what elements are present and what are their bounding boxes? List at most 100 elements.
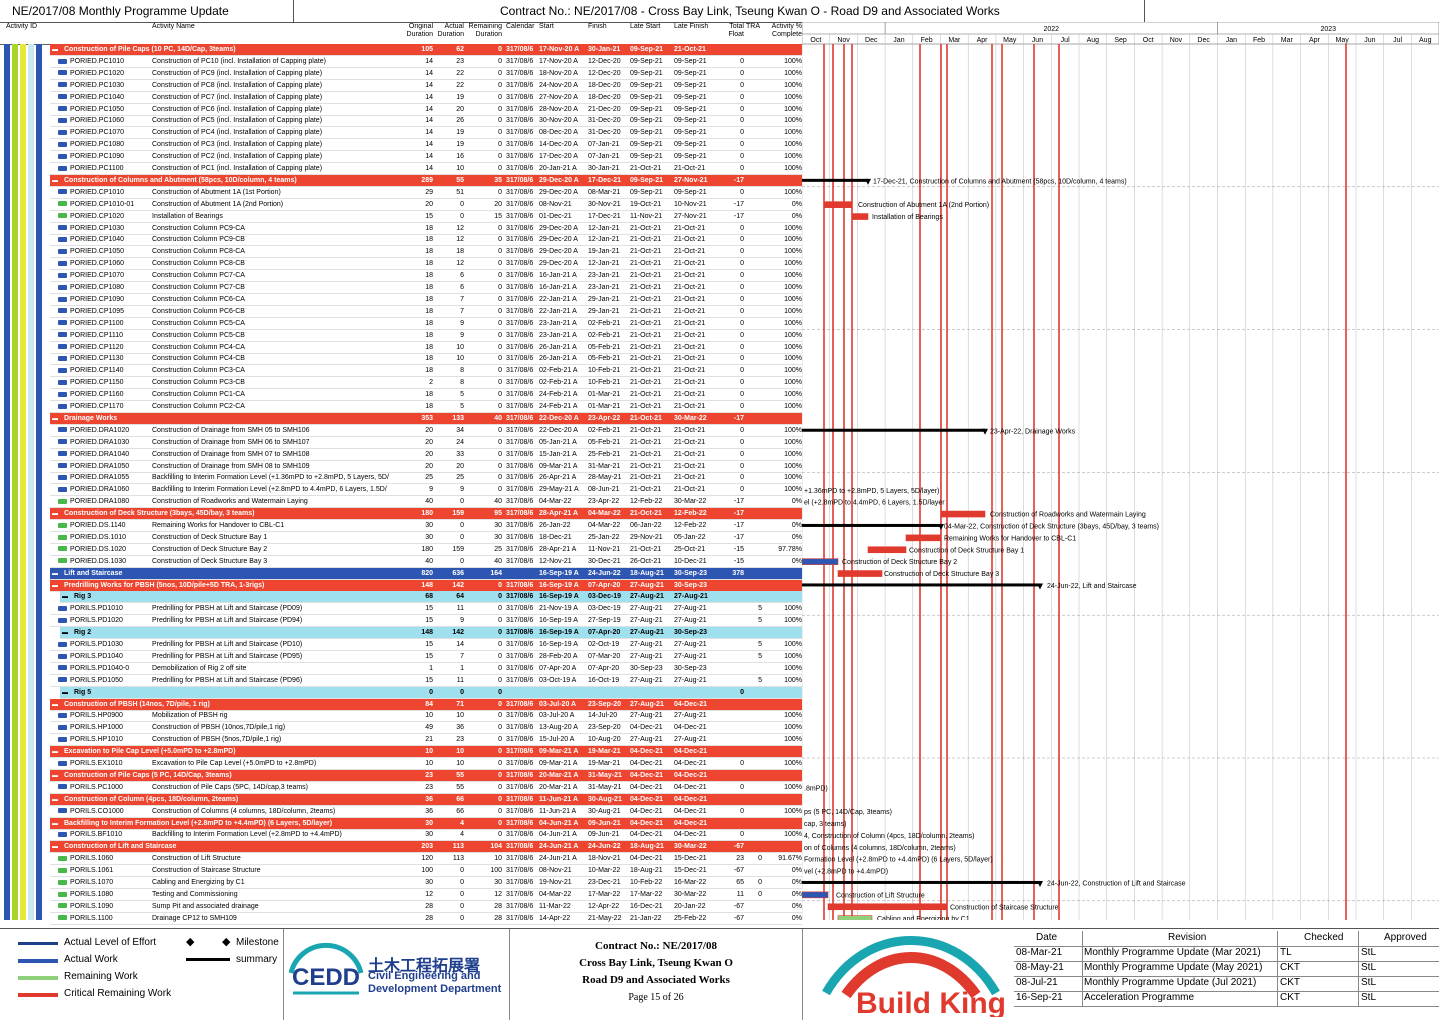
wbs-group-row[interactable]: ▬ Backfilling to Interim Formation Level … bbox=[50, 817, 802, 830]
table-row[interactable]: PORIED.CP1150 Construction Column PC3-CB 2… bbox=[50, 377, 802, 390]
table-row[interactable]: PORIED.DS.1020 Construction of Deck Struc… bbox=[50, 544, 802, 556]
table-row[interactable]: PORILS.CO1000 Construction of Columns (4 … bbox=[50, 806, 802, 818]
table-row[interactable]: PORIED.CP1120 Construction Column PC4-CA 1… bbox=[50, 342, 802, 354]
table-row[interactable]: PORIED.CP1090 Construction Column PC6-CA 1… bbox=[50, 294, 802, 306]
wbs-group-row[interactable]: ▬ Excavation to Pile Cap Level (+5.0mPD t… bbox=[50, 746, 802, 759]
table-row[interactable]: PORILS.PC1000 Construction of Pile Caps (… bbox=[50, 782, 802, 794]
table-row[interactable]: PORIED.CP1010 Construction of Abutment 1A… bbox=[50, 187, 802, 199]
table-row[interactable]: PORIED.CP1140 Construction Column PC3-CA 1… bbox=[50, 365, 802, 378]
table-row[interactable]: PORIED.PC1070 Construction of PC4 (incl. … bbox=[50, 127, 802, 140]
table-row[interactable]: PORILS.1060 Construction of Lift Structur… bbox=[50, 853, 802, 866]
col-original-duration[interactable]: Original Duration bbox=[406, 23, 433, 38]
table-row[interactable]: PORIED.PC1040 Construction of PC7 (incl. … bbox=[50, 92, 802, 104]
table-row[interactable]: PORIED.CP1160 Construction Column PC1-CA 1… bbox=[50, 389, 802, 402]
col-late-finish[interactable]: Late Finish bbox=[674, 23, 709, 30]
col-calendar[interactable]: Calendar bbox=[506, 23, 535, 30]
wbs-group-row[interactable]: ▬ Construction of Pile Caps (5 PC, 14D/Ca… bbox=[50, 769, 802, 782]
table-row[interactable]: PORIED.DRA1020 Construction of Drainage f… bbox=[50, 425, 802, 437]
wbs-collapse-icon[interactable]: ▬ bbox=[52, 47, 58, 53]
table-row[interactable]: PORILS.PD1020 Predrilling for PBSH at Lif… bbox=[50, 615, 802, 628]
table-row[interactable]: PORIED.PC1080 Construction of PC3 (incl. … bbox=[50, 139, 802, 152]
table-row[interactable]: PORILS.1061 Construction of Staircase Str… bbox=[50, 865, 802, 878]
table-row[interactable]: PORIED.CP1080 Construction Column PC7-CB 1… bbox=[50, 282, 802, 294]
table-row[interactable]: PORIED.DRA1055 Backfilling to Interim For… bbox=[50, 472, 802, 485]
table-row[interactable]: PORIED.DRA1080 Construction of Roadworks … bbox=[50, 496, 802, 509]
table-row[interactable]: PORILS.PD1040 Predrilling for PBSH at Lif… bbox=[50, 651, 802, 663]
table-row[interactable]: PORIED.CP1030 Construction Column PC9-CA 1… bbox=[50, 223, 802, 235]
wbs-collapse-icon[interactable]: ▬ bbox=[52, 844, 58, 851]
wbs-collapse-icon[interactable]: ▬ bbox=[52, 511, 58, 518]
col-remaining-duration[interactable]: Remaining Duration bbox=[468, 23, 502, 38]
table-row[interactable]: PORIED.DS.1010 Construction of Deck Struc… bbox=[50, 532, 802, 544]
wbs-collapse-icon[interactable]: ▬ bbox=[52, 177, 58, 184]
wbs-group-row[interactable]: ▬ Lift and Staircase 820 636 164 16-Sep-19 A 2… bbox=[50, 567, 802, 580]
wbs-group-row[interactable]: ▬ Construction of PBSH (14nos, 7D/pile, 1… bbox=[50, 698, 802, 711]
table-row[interactable]: PORILS.PD1010 Predrilling for PBSH at Lif… bbox=[50, 603, 802, 616]
wbs-collapse-icon[interactable]: ▬ bbox=[52, 582, 58, 589]
wbs-group-row[interactable]: ▬ Construction of Deck Structure (3bays, … bbox=[50, 508, 802, 521]
wbs-collapse-icon[interactable]: ▬ bbox=[62, 630, 68, 637]
table-row[interactable]: PORIED.DRA1060 Backfilling to Interim For… bbox=[50, 484, 802, 497]
wbs-collapse-icon[interactable]: ▬ bbox=[62, 689, 68, 696]
wbs-collapse-icon[interactable]: ▬ bbox=[52, 570, 58, 577]
table-row[interactable]: PORIED.PC1010 Construction of PC10 (incl.… bbox=[50, 56, 802, 68]
table-row[interactable]: PORIED.CP1060 Construction Column PC8-CB 1… bbox=[50, 258, 802, 271]
wbs-collapse-icon[interactable]: ▬ bbox=[52, 796, 58, 803]
table-row[interactable]: PORIED.CP1020 Installation of Bearings 15 0… bbox=[50, 211, 802, 223]
table-row[interactable]: PORIED.CP1130 Construction Column PC4-CB 1… bbox=[50, 353, 802, 366]
table-row[interactable]: PORIED.PC1050 Construction of PC6 (incl. … bbox=[50, 104, 802, 116]
table-row[interactable]: PORIED.CP1170 Construction Column PC2-CA 1… bbox=[50, 401, 802, 413]
table-row[interactable]: PORIED.DRA1030 Construction of Drainage f… bbox=[50, 437, 802, 449]
table-row[interactable]: PORILS.BF1010 Backfilling to Interim Form… bbox=[50, 829, 802, 842]
table-row[interactable]: PORIED.PC1090 Construction of PC2 (incl. … bbox=[50, 151, 802, 164]
table-row[interactable]: PORILS.PD1050 Predrilling for PBSH at Lif… bbox=[50, 675, 802, 687]
wbs-collapse-icon[interactable]: ▬ bbox=[52, 749, 58, 756]
col-actual-duration[interactable]: Actual Duration bbox=[437, 23, 464, 38]
table-row[interactable]: PORILS.HP1000 Construction of PBSH (10nos… bbox=[50, 722, 802, 735]
table-row[interactable]: PORILS.1090 Sump Pit and associated drain… bbox=[50, 901, 802, 913]
wbs-group-row[interactable]: ▬ Construction of Column (4pcs, 18D/colum… bbox=[50, 793, 802, 806]
table-row[interactable]: PORIED.CP1110 Construction Column PC5-CB 1… bbox=[50, 330, 802, 342]
table-row[interactable]: PORIED.DS.1030 Construction of Deck Struc… bbox=[50, 556, 802, 568]
wbs-group-row[interactable]: ▬ Predrilling Works for PBSH (5nos, 10D/p… bbox=[50, 579, 802, 592]
table-row[interactable]: PORIED.DRA1050 Construction of Drainage f… bbox=[50, 461, 802, 473]
table-row[interactable]: PORIED.DRA1040 Construction of Drainage f… bbox=[50, 449, 802, 461]
table-row[interactable]: PORILS.1100 Drainage CP12 to SMH109 28 0 28 3… bbox=[50, 913, 802, 925]
wbs-group-row[interactable]: ▬ Rig 2 148 142 0 317/08/6 16-Sep-19 A 07-Apr-2… bbox=[60, 627, 802, 640]
table-row[interactable]: PORILS.EX1010 Excavation to Pile Cap Leve… bbox=[50, 758, 802, 770]
wbs-collapse-icon[interactable]: ▬ bbox=[52, 772, 58, 779]
table-row[interactable]: PORIED.CP1100 Construction Column PC5-CA 1… bbox=[50, 318, 802, 330]
table-row[interactable]: PORIED.PC1060 Construction of PC5 (incl. … bbox=[50, 115, 802, 128]
wbs-group-row[interactable]: ▬ Rig 3 68 64 0 317/08/6 16-Sep-19 A 03-Dec-19 2… bbox=[60, 591, 802, 604]
wbs-collapse-icon[interactable]: ▬ bbox=[62, 594, 68, 601]
col-start[interactable]: Start bbox=[539, 23, 554, 30]
wbs-group-row[interactable]: ▬ Construction of Columns and Abutment (5… bbox=[50, 174, 802, 187]
table-row[interactable]: PORILS.HP1010 Construction of PBSH (5nos,… bbox=[50, 734, 802, 747]
wbs-group-row[interactable]: ▬ Drainage Works 353 133 40 317/08/6 22-Dec-20… bbox=[50, 412, 802, 425]
table-row[interactable]: PORIED.CP1070 Construction Column PC7-CA 1… bbox=[50, 270, 802, 283]
wbs-group-row[interactable]: ▬ Rig 5 0 0 0 0 bbox=[60, 686, 802, 699]
col-late-start[interactable]: Late Start bbox=[630, 23, 661, 30]
table-row[interactable]: PORILS.PD1040-0 Demobilization of Rig 2 o… bbox=[50, 663, 802, 675]
col-total-float[interactable]: Total Float bbox=[728, 23, 744, 38]
wbs-collapse-icon[interactable]: ▬ bbox=[52, 820, 58, 827]
col-activity-id[interactable]: Activity ID bbox=[6, 23, 38, 30]
col-tra[interactable]: TRA bbox=[746, 23, 760, 30]
col-finish[interactable]: Finish bbox=[588, 23, 607, 30]
table-row[interactable]: PORIED.PC1030 Construction of PC8 (incl. … bbox=[50, 80, 802, 92]
wbs-group-row[interactable]: ▬ Construction of Lift and Staircase 203 11… bbox=[50, 841, 802, 854]
table-row[interactable]: PORIED.CP1040 Construction Column PC9-CB 1… bbox=[50, 234, 802, 247]
table-row[interactable]: PORIED.PC1100 Construction of PC1 (incl. … bbox=[50, 163, 802, 175]
wbs-collapse-icon[interactable]: ▬ bbox=[52, 415, 58, 422]
wbs-group-row[interactable]: ▬ Construction of Pile Caps (10 PC, 14D/C… bbox=[50, 44, 802, 56]
table-row[interactable]: PORILS.1080 Testing and Commissioning 12 0 1… bbox=[50, 889, 802, 901]
table-row[interactable]: PORIED.CP1050 Construction Column PC8-CA 1… bbox=[50, 246, 802, 259]
col-activity-name[interactable]: Activity Name bbox=[152, 23, 195, 30]
table-row[interactable]: PORILS.PD1030 Predrilling for PBSH at Lif… bbox=[50, 639, 802, 651]
table-row[interactable]: PORIED.DS.1140 Remaining Works for Handov… bbox=[50, 520, 802, 532]
table-row[interactable]: PORILS.HP0900 Mobilization of PBSH rig 10 1… bbox=[50, 710, 802, 723]
table-row[interactable]: PORIED.PC1020 Construction of PC9 (incl. … bbox=[50, 68, 802, 80]
wbs-collapse-icon[interactable]: ▬ bbox=[52, 701, 58, 708]
table-row[interactable]: PORIED.CP1095 Construction Column PC6-CB 1… bbox=[50, 306, 802, 318]
table-row[interactable]: PORIED.CP1010-01 Construction of Abutment… bbox=[50, 199, 802, 211]
